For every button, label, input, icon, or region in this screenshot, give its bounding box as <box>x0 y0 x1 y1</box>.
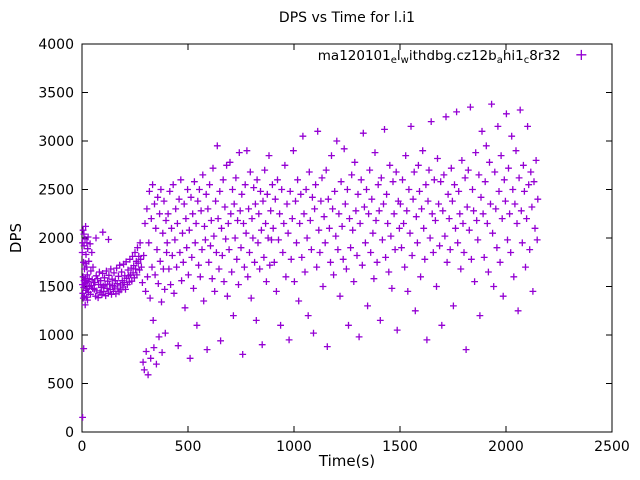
legend-label-segment: c <box>523 55 530 66</box>
svg-text:2000: 2000 <box>488 439 524 455</box>
svg-text:500: 500 <box>47 377 74 393</box>
legend-label-segment: e <box>390 55 397 66</box>
legend-plus-marker: + <box>574 45 588 64</box>
svg-text:2500: 2500 <box>38 183 74 199</box>
svg-text:0: 0 <box>65 425 74 441</box>
legend-label-segment: w <box>400 55 409 66</box>
legend-label-segment: ithdbg.cz12b <box>408 48 497 64</box>
svg-text:1500: 1500 <box>382 439 418 455</box>
svg-text:2500: 2500 <box>594 439 630 455</box>
svg-text:2000: 2000 <box>38 231 74 247</box>
y-axis-label: DPS <box>7 222 25 254</box>
svg-text:1000: 1000 <box>38 328 74 344</box>
svg-text:500: 500 <box>175 439 202 455</box>
legend-label: ma120101elwithdbg.cz12bahi1c8r32 <box>317 48 561 66</box>
legend-label-segment: a <box>496 55 503 66</box>
svg-text:3500: 3500 <box>38 86 74 102</box>
svg-text:1000: 1000 <box>276 439 312 455</box>
svg-text:4000: 4000 <box>38 37 74 53</box>
legend-label-segment: ma120101 <box>317 48 391 64</box>
svg-text:1500: 1500 <box>38 280 74 296</box>
legend: ma120101elwithdbg.cz12bahi1c8r32 + <box>317 45 588 67</box>
svg-text:3000: 3000 <box>38 134 74 150</box>
legend-label-segment: hi1 <box>502 48 524 64</box>
x-axis-label: Time(s) <box>318 452 376 470</box>
legend-label-segment: l <box>396 48 401 64</box>
legend-label-segment: 8r32 <box>529 48 561 64</box>
chart-title: DPS vs Time for l.i1 <box>278 10 416 26</box>
svg-text:0: 0 <box>78 439 87 455</box>
